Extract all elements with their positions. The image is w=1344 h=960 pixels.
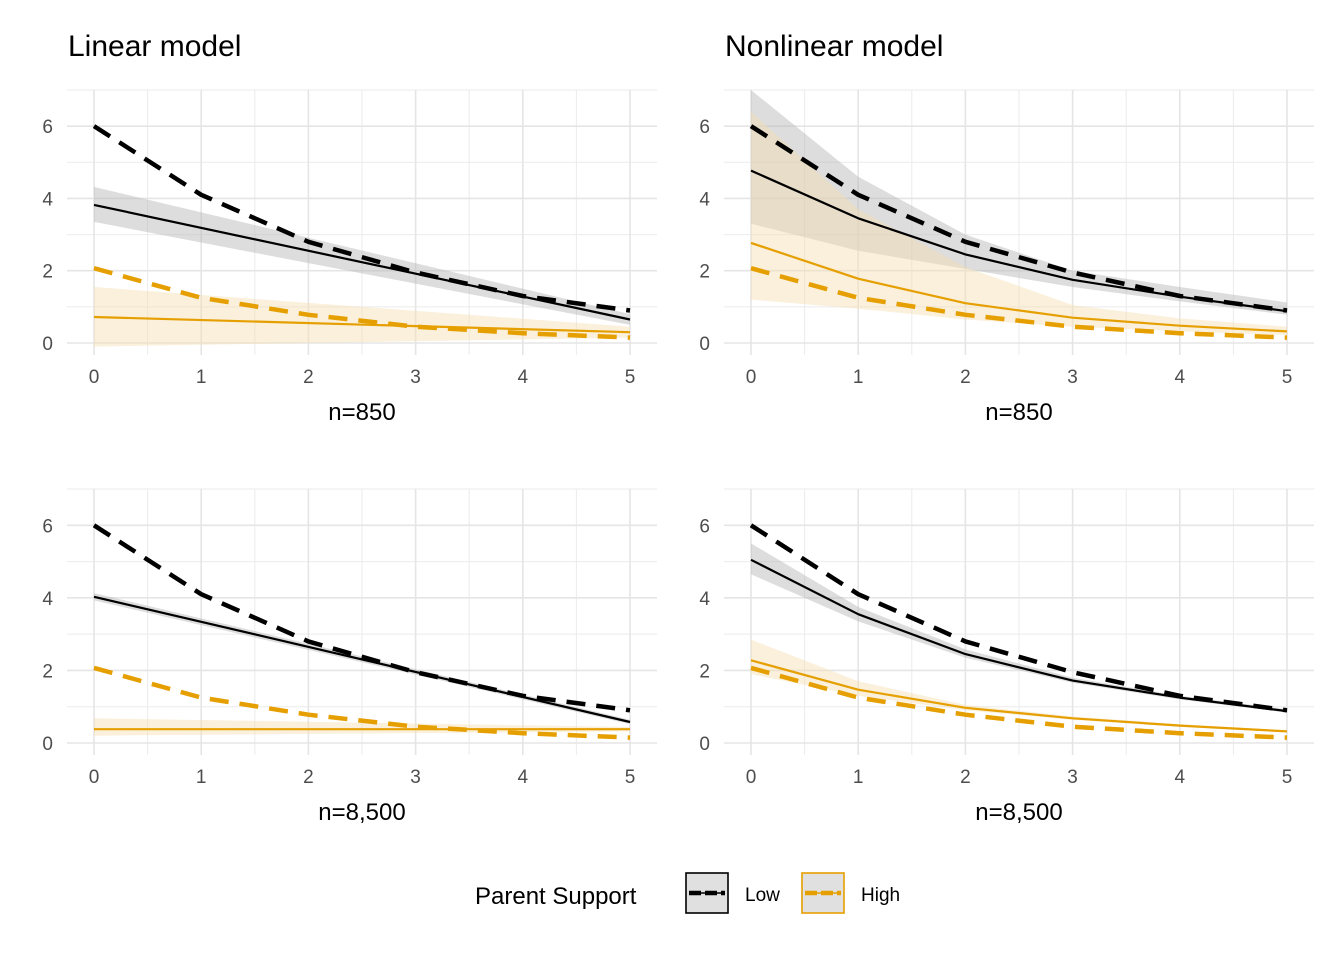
panel-1: 0 2 4 6 0 1 2 3 4 5 n=850 Linear model: [42, 30, 657, 426]
x-tick-label: 0: [746, 767, 757, 788]
true-curve-high: [93, 266, 631, 340]
x-tick-label: 4: [1175, 767, 1186, 788]
x-tick-label: 4: [1175, 367, 1186, 388]
y-tick-label: 0: [699, 334, 710, 355]
x-tick-label: 5: [625, 767, 636, 788]
y-tick-label: 0: [42, 334, 53, 355]
ribbon-high: [751, 111, 1287, 335]
true-curve-high: [93, 665, 631, 740]
x-axis-label: n=850: [985, 399, 1052, 426]
legend: Parent Support Low High: [475, 872, 900, 914]
estimate-line-high: [750, 659, 1288, 733]
panel-title: Nonlinear model: [725, 30, 943, 63]
y-tick-label: 4: [699, 589, 710, 610]
x-tick-label: 3: [1067, 767, 1078, 788]
legend-label-high: High: [861, 885, 900, 906]
x-tick-label: 4: [518, 367, 529, 388]
y-tick-label: 2: [699, 262, 710, 283]
x-axis-label: n=8,500: [975, 799, 1062, 826]
legend-label-low: Low: [745, 885, 780, 906]
x-tick-label: 0: [89, 367, 100, 388]
estimate-line-low: [93, 203, 631, 321]
panel-3: 0 2 4 6 0 1 2 3 4 5 n=8,500: [42, 488, 657, 826]
panel-2: 0 2 4 6 0 1 2 3 4 5 n=850 Nonlinear model: [699, 30, 1314, 426]
x-tick-label: 1: [853, 367, 864, 388]
x-tick-label: 5: [1282, 767, 1293, 788]
x-tick-label: 2: [303, 767, 314, 788]
x-tick-label: 5: [1282, 367, 1293, 388]
x-tick-label: 2: [960, 367, 971, 388]
y-tick-label: 4: [42, 589, 53, 610]
ribbon-low: [751, 90, 1287, 315]
estimate-line-low: [750, 169, 1288, 313]
panel-4: 0 2 4 6 0 1 2 3 4 5 n=8,500: [699, 488, 1314, 826]
x-tick-label: 2: [960, 767, 971, 788]
estimate-line-high: [93, 315, 631, 334]
x-axis-label: n=8,500: [318, 799, 405, 826]
y-tick-label: 4: [699, 189, 710, 210]
x-tick-label: 3: [1067, 367, 1078, 388]
y-tick-label: 2: [699, 661, 710, 682]
panel-title: Linear model: [68, 30, 241, 63]
y-tick-label: 2: [42, 262, 53, 283]
x-tick-label: 1: [196, 767, 207, 788]
x-axis-label: n=850: [328, 399, 395, 426]
x-tick-label: 3: [410, 767, 421, 788]
x-tick-label: 4: [518, 767, 529, 788]
y-tick-label: 6: [699, 117, 710, 138]
estimate-line-high: [750, 241, 1288, 333]
y-tick-label: 6: [42, 117, 53, 138]
true-curve-high: [750, 665, 1288, 740]
x-tick-label: 1: [853, 767, 864, 788]
y-tick-label: 2: [42, 661, 53, 682]
x-tick-label: 0: [89, 767, 100, 788]
true-curve-low: [92, 523, 631, 713]
true-curve-low: [749, 523, 1288, 713]
y-tick-label: 4: [42, 189, 53, 210]
y-tick-label: 6: [42, 516, 53, 537]
true-curve-high: [750, 266, 1288, 340]
y-tick-label: 0: [699, 734, 710, 755]
true-curve-low: [92, 124, 631, 313]
estimate-line-low: [93, 595, 631, 724]
x-tick-label: 2: [303, 367, 314, 388]
legend-title: Parent Support: [475, 883, 637, 910]
x-tick-label: 3: [410, 367, 421, 388]
x-tick-label: 1: [196, 367, 207, 388]
estimate-line-low: [750, 558, 1288, 713]
x-tick-label: 5: [625, 367, 636, 388]
y-tick-label: 0: [42, 734, 53, 755]
y-tick-label: 6: [699, 516, 710, 537]
x-tick-label: 0: [746, 367, 757, 388]
